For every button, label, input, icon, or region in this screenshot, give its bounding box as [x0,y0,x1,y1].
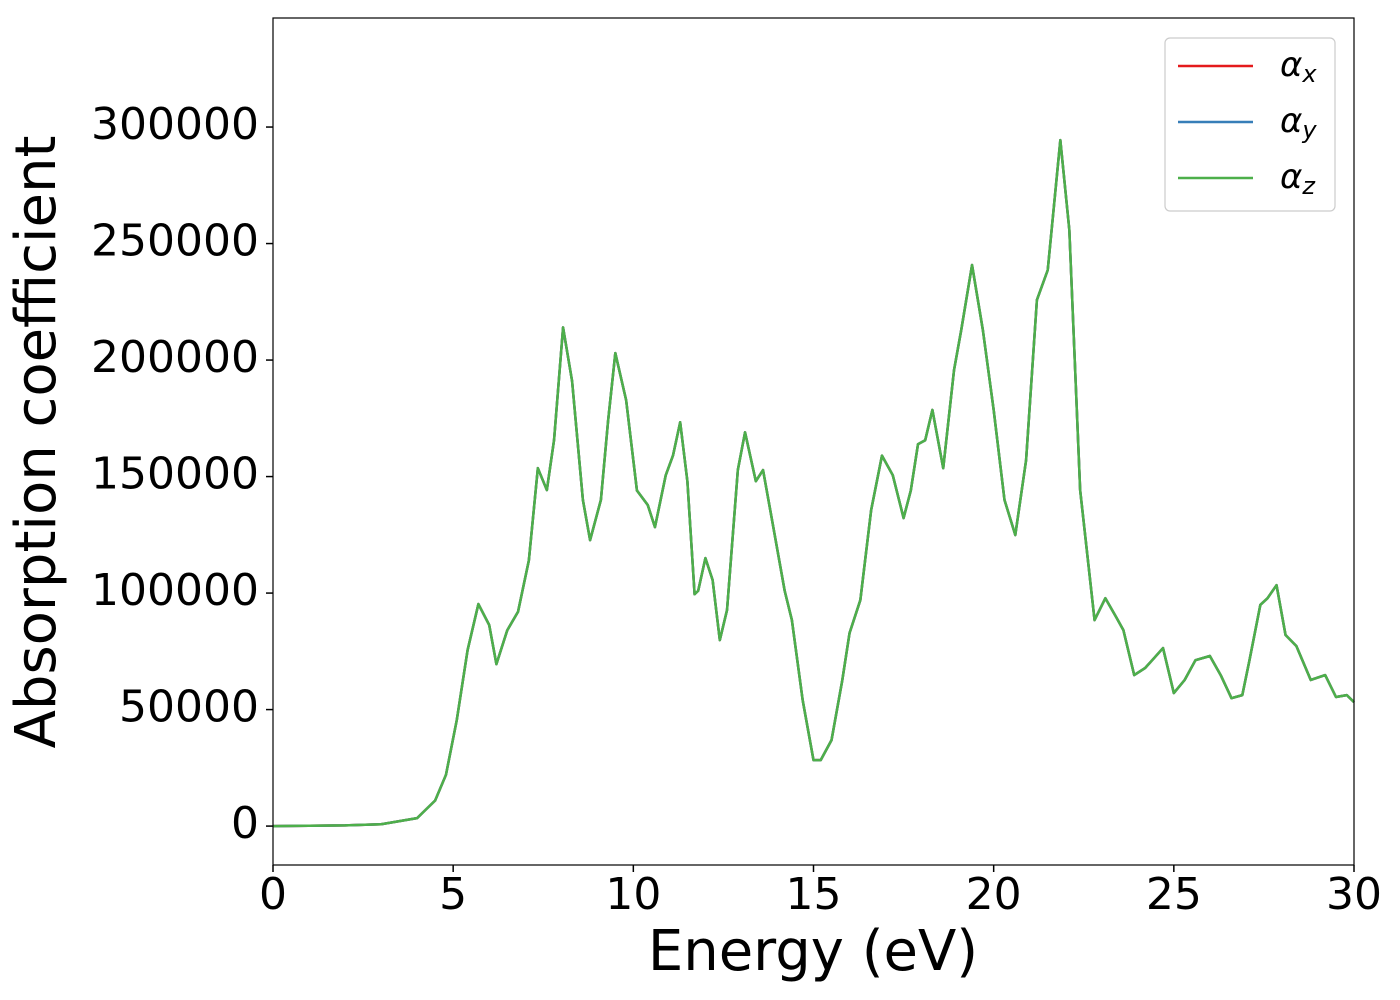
x-tick-label: 5 [439,869,467,920]
y-tick-label: 0 [231,798,259,849]
legend-box [1164,37,1336,212]
legend-label: αx [1280,45,1317,89]
x-tick-label: 30 [1326,869,1382,920]
x-tick-label: 0 [259,869,287,920]
x-tick-label: 25 [1146,869,1202,920]
x-tick-label: 10 [605,869,661,920]
x-axis-label: Energy (eV) [648,919,978,984]
y-tick-label: 300000 [91,99,259,150]
data-line [272,138,1355,828]
legend: αx αy αz [1164,37,1336,212]
y-tick-label: 250000 [91,216,259,267]
data-line [272,138,1355,828]
y-tick-label: 150000 [91,449,259,500]
data-line [272,138,1355,828]
legend-label: αy [1280,101,1317,145]
plot-frame [272,17,1355,866]
y-axis-label: Absorption coefficient [4,136,69,749]
x-tick-label: 15 [786,869,842,920]
legend-label: αz [1280,157,1316,201]
y-tick-label: 200000 [91,332,259,383]
y-tick-label: 100000 [91,565,259,616]
x-tick-label: 20 [966,869,1022,920]
y-tick-label: 50000 [119,682,259,733]
